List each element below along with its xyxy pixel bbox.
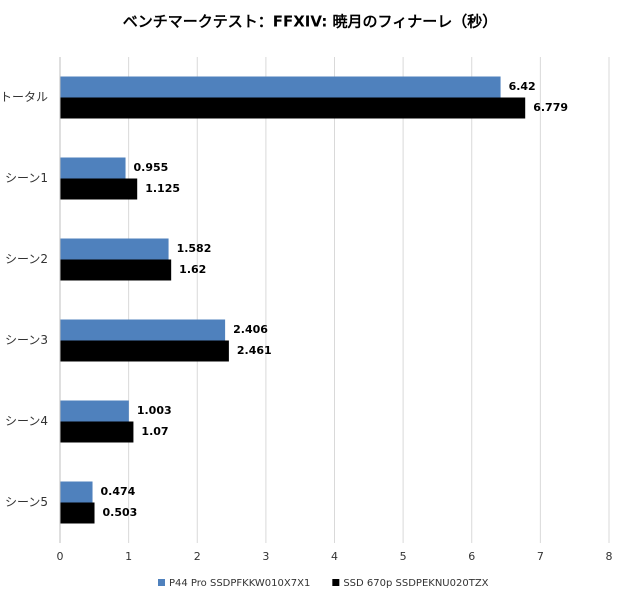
bar: [60, 178, 138, 200]
value-label: 0.503: [103, 506, 138, 519]
value-label: 6.779: [533, 101, 568, 114]
y-tick-label: トータル: [0, 90, 48, 104]
bar: [60, 259, 172, 281]
x-tick-label: 1: [125, 550, 132, 563]
x-tick-label: 8: [606, 550, 613, 563]
value-label: 1.582: [177, 242, 212, 255]
chart-title: ベンチマークテスト：FFXIV: 暁月のフィナーレ（秒）: [123, 13, 498, 31]
x-tick-label: 2: [194, 550, 201, 563]
value-label: 2.406: [233, 323, 268, 336]
x-tick-label: 0: [57, 550, 64, 563]
value-label: 1.003: [137, 404, 172, 417]
bar: [60, 76, 501, 98]
bar: [60, 340, 229, 362]
bar: [60, 97, 526, 119]
y-tick-label: シーン3: [5, 333, 48, 347]
x-tick-label: 5: [400, 550, 407, 563]
value-label: 1.62: [179, 263, 206, 276]
bar: [60, 400, 129, 422]
value-label: 1.125: [145, 182, 180, 195]
bar: [60, 502, 95, 524]
bar: [60, 481, 93, 503]
value-label: 6.42: [509, 80, 536, 93]
x-tick-label: 3: [262, 550, 269, 563]
value-label: 0.474: [101, 485, 136, 498]
bar: [60, 238, 169, 260]
legend-swatch: [158, 579, 165, 586]
value-label: 1.07: [141, 425, 168, 438]
value-label: 0.955: [134, 161, 169, 174]
y-tick-label: シーン5: [5, 495, 48, 509]
x-tick-label: 7: [537, 550, 544, 563]
x-tick-label: 6: [468, 550, 475, 563]
y-tick-label: シーン4: [5, 414, 48, 428]
bar: [60, 421, 134, 443]
y-tick-label: シーン2: [5, 252, 48, 266]
value-label: 2.461: [237, 344, 272, 357]
legend-label: SSD 670p SSDPEKNU020TZX: [343, 578, 488, 589]
bar: [60, 319, 226, 341]
y-tick-label: シーン1: [5, 171, 48, 185]
legend-label: P44 Pro SSDPFKKW010X7X1: [169, 578, 310, 589]
x-tick-label: 4: [331, 550, 338, 563]
legend-swatch: [332, 579, 340, 586]
bar: [60, 157, 126, 179]
